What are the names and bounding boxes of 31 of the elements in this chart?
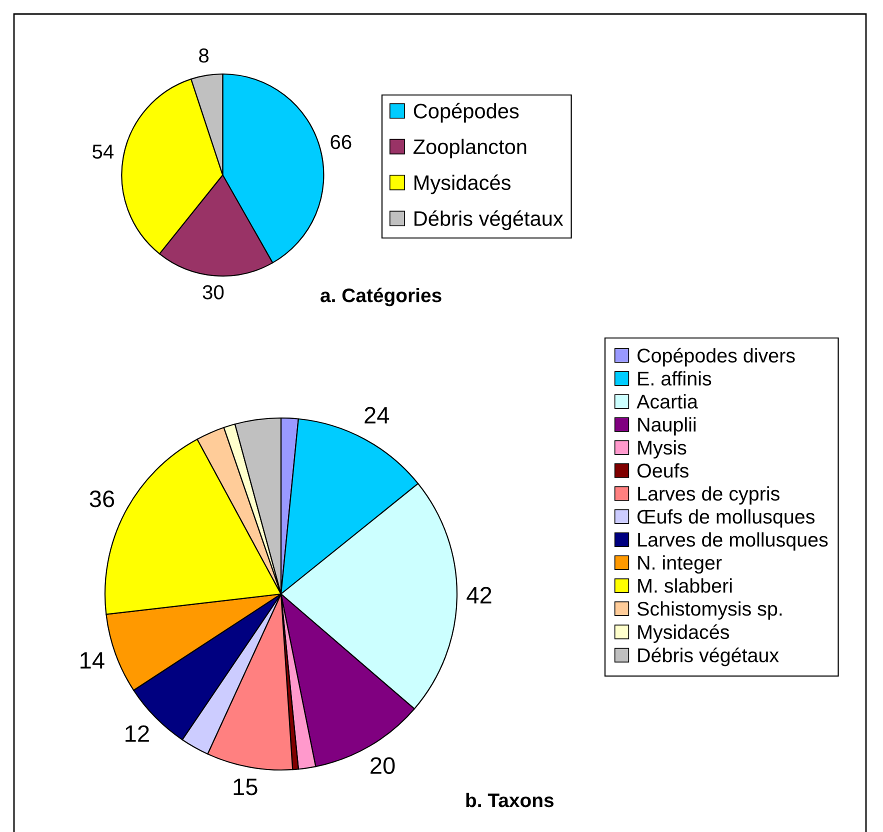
legend-label: Débris végétaux <box>414 210 564 230</box>
legend-label: Œufs de mollusques <box>637 509 815 528</box>
text: a. Catégories <box>320 288 442 306</box>
data-label: 14 <box>80 652 104 669</box>
data-label: 12 <box>126 725 149 742</box>
legend-label: E. affinis <box>638 371 712 386</box>
legend-label: Larves de mollusques <box>638 532 828 551</box>
legend-label: Mysis <box>638 440 686 459</box>
legend-label: Schistomysis sp. <box>637 601 782 620</box>
legend-label: Mysidacés <box>414 174 510 194</box>
data-label: 20 <box>370 757 395 774</box>
legend-label: N. integer <box>638 555 722 574</box>
legend-label: M. slabberi <box>638 578 732 593</box>
data-label: 54 <box>92 144 114 159</box>
legend-label: Zooplancton <box>413 138 526 158</box>
data-label: 15 <box>234 778 258 796</box>
data-label: 24 <box>364 406 390 424</box>
data-label: 30 <box>202 285 224 300</box>
legend-label: Larves de cypris <box>638 486 780 505</box>
legend-label: Nauplii <box>638 417 696 436</box>
legend-label: Mysidacés <box>638 624 730 643</box>
legend-label: Copépodes divers <box>638 348 795 366</box>
data-label: 36 <box>90 490 114 508</box>
legend-label: Oeufs <box>637 463 688 478</box>
legend-label: Copépodes <box>414 102 519 123</box>
data-label: 42 <box>466 586 492 604</box>
data-label: 66 <box>330 134 352 150</box>
text: b. Taxons <box>466 792 554 808</box>
legend-label: Débris végétaux <box>638 648 779 666</box>
data-label: 8 <box>199 48 209 63</box>
legend-label: Acartia <box>636 394 698 409</box>
